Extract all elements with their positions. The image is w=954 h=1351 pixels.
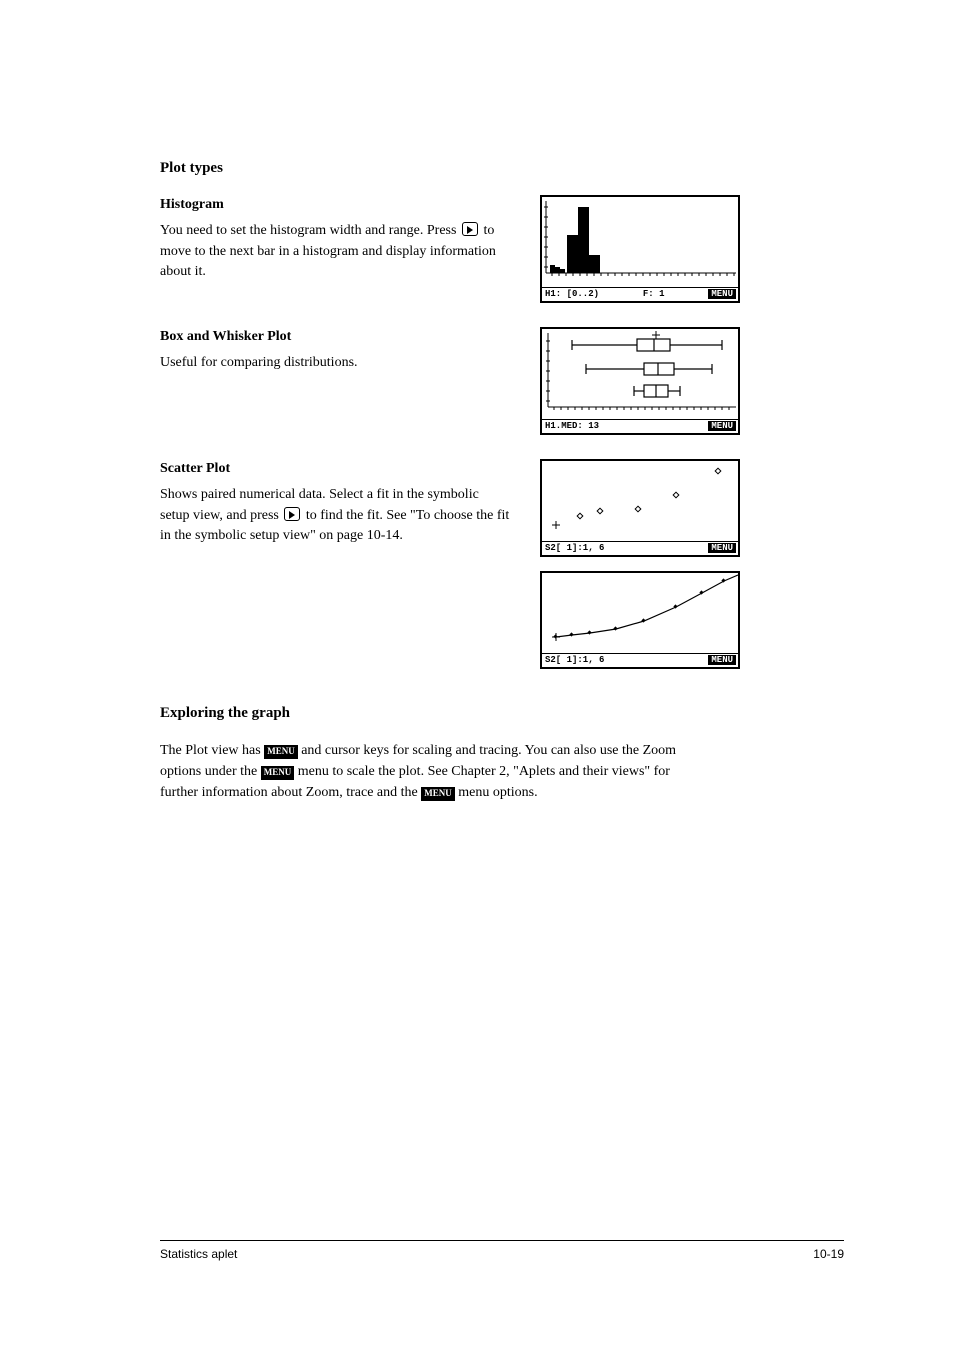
status-bar: H1.MED: 13 MENU bbox=[542, 419, 738, 433]
histogram-term: Histogram bbox=[160, 195, 510, 215]
status-left: S2[ 1]:1, 6 bbox=[545, 543, 604, 553]
explore-section: Exploring the graph The Plot view has ME… bbox=[160, 705, 844, 803]
status-mid: F: 1 bbox=[643, 289, 665, 299]
right-arrow-icon bbox=[284, 507, 300, 521]
calc-screen-histogram: H1: [0..2) F: 1 MENU bbox=[540, 195, 740, 303]
scatter-row: Scatter Plot Shows paired numerical data… bbox=[160, 459, 844, 669]
page-footer: Statistics aplet 10-19 bbox=[160, 1240, 844, 1261]
boxwhisker-term: Box and Whisker Plot bbox=[160, 327, 510, 347]
menu-button[interactable]: MENU bbox=[708, 289, 736, 299]
menu-button[interactable]: MENU bbox=[708, 655, 736, 665]
status-left: H1: [0..2) bbox=[545, 289, 599, 299]
status-left: H1.MED: 13 bbox=[545, 421, 599, 431]
menu-inline: MENU bbox=[261, 766, 295, 780]
explore-heading: Exploring the graph bbox=[160, 705, 844, 722]
explore-body: The Plot view has MENU and cursor keys f… bbox=[160, 740, 680, 803]
footer-right: 10-19 bbox=[813, 1247, 844, 1261]
calc-screen-boxwhisker: H1.MED: 13 MENU bbox=[540, 327, 740, 435]
menu-button[interactable]: MENU bbox=[708, 421, 736, 431]
calc-screen-scatter-points: S2[ 1]:1, 6 MENU bbox=[540, 459, 740, 557]
calc-screen-scatter-fit: S2[ 1]:1, 6 MENU bbox=[540, 571, 740, 669]
menu-inline: MENU bbox=[264, 745, 298, 759]
histogram-row: Histogram You need to set the histogram … bbox=[160, 195, 844, 303]
status-bar: H1: [0..2) F: 1 MENU bbox=[542, 287, 738, 301]
boxwhisker-body: Useful for comparing distributions. bbox=[160, 353, 510, 373]
section-heading: Plot types bbox=[160, 160, 844, 177]
scatter-body: Shows paired numerical data. Select a fi… bbox=[160, 485, 510, 546]
status-bar: S2[ 1]:1, 6 MENU bbox=[542, 653, 738, 667]
menu-inline: MENU bbox=[421, 787, 455, 801]
boxwhisker-row: Box and Whisker Plot Useful for comparin… bbox=[160, 327, 844, 435]
status-bar: S2[ 1]:1, 6 MENU bbox=[542, 541, 738, 555]
menu-button[interactable]: MENU bbox=[708, 543, 736, 553]
histogram-body: You need to set the histogram width and … bbox=[160, 221, 510, 282]
scatter-term: Scatter Plot bbox=[160, 459, 510, 479]
footer-left: Statistics aplet bbox=[160, 1247, 237, 1261]
right-arrow-icon bbox=[462, 222, 478, 236]
status-left: S2[ 1]:1, 6 bbox=[545, 655, 604, 665]
